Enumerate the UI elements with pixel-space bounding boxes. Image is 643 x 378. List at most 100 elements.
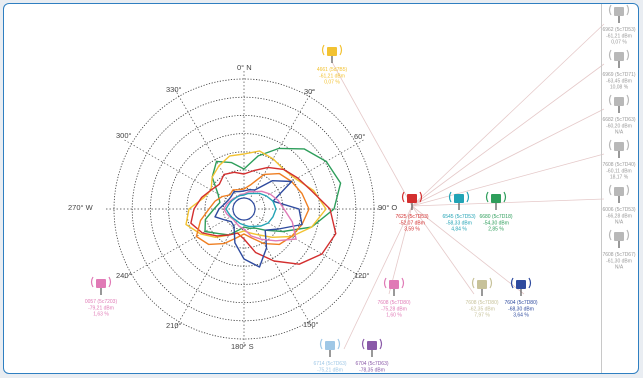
connection-lines xyxy=(331,23,605,350)
label-30: 30° xyxy=(304,87,315,96)
grid-ring xyxy=(131,96,357,322)
antenna-label-line: -75,28 dBm xyxy=(381,306,407,312)
connection-line xyxy=(411,108,605,207)
antenna-label-line: 4661 (5d7B5) xyxy=(317,67,348,73)
antenna-label-line: -58,33 dBm xyxy=(446,220,472,226)
cell-tower-icon xyxy=(608,4,630,23)
label-240: 240° xyxy=(116,271,132,280)
antenna-label-line: -54,30 dBm xyxy=(483,220,509,226)
cell-tower-icon xyxy=(321,44,343,63)
center-origin xyxy=(232,197,256,221)
grid-ring xyxy=(168,133,320,285)
pattern-teal xyxy=(225,192,277,228)
antenna-label-line: 4,84 % xyxy=(451,227,467,233)
pattern-blue xyxy=(214,179,303,268)
side-list-label: 6682 (5c7D63) xyxy=(602,117,635,123)
grid-ring xyxy=(149,115,338,303)
connection-line xyxy=(388,205,413,295)
grid-ring xyxy=(222,187,266,231)
cell-tower-icon xyxy=(608,184,630,203)
side-list-label: 7608 (5c7D40) xyxy=(602,162,635,168)
antenna-label-line: -75,21 dBm xyxy=(317,367,343,373)
connection-line xyxy=(411,63,605,207)
compass-labels: 0° N 30° 60° 90° O 120° 150° 180° S 210°… xyxy=(68,63,397,351)
antenna-label-line: 3,64 % xyxy=(513,313,529,319)
connection-line xyxy=(411,153,605,207)
antenna-label-line: 6545 (5c7D53) xyxy=(442,214,475,220)
antenna-label-line: 7608 (5c7D80) xyxy=(465,300,498,306)
antenna-label-line: -52,07 dBm xyxy=(399,220,425,226)
side-list-label: -60,11 dBm xyxy=(606,168,631,174)
antenna-label-line: 7608 (5c7D80) xyxy=(377,300,410,306)
cell-tower-icon xyxy=(608,49,630,68)
polar-antenna-diagram: 0° N 30° 60° 90° O 120° 150° 180° S 210°… xyxy=(68,4,636,373)
polar-grid xyxy=(106,71,382,347)
antenna-label-line: 6714 (5c7D63) xyxy=(313,361,346,367)
side-list-label: -61,21 dBm xyxy=(606,33,632,39)
antenna-label-line: -61,21 dBm xyxy=(319,73,345,79)
connection-line xyxy=(411,205,475,295)
label-330: 330° xyxy=(166,85,182,94)
connection-line xyxy=(411,205,525,295)
label-180-s: 180° S xyxy=(231,342,254,351)
cell-tower-icon xyxy=(319,338,341,357)
antenna-label-line: 6680 (5c7D18) xyxy=(479,214,512,220)
antenna-label-line: 0,07 % xyxy=(324,80,340,86)
label-0-n: 0° N xyxy=(237,63,252,72)
cell-tower-icon xyxy=(608,94,630,113)
side-list-label: -60,20 dBm xyxy=(606,123,632,129)
cell-tower-icon xyxy=(608,139,630,158)
connection-line xyxy=(343,205,413,350)
side-list-label: 6969 (5c7D71) xyxy=(602,72,635,78)
side-list-label: 6006 (5c7D53) xyxy=(602,207,635,213)
panel-divider xyxy=(601,4,602,373)
pattern-green xyxy=(204,147,342,236)
side-list-label: 7608 (5c7D67) xyxy=(602,252,635,258)
side-list-label: N/A xyxy=(615,220,624,226)
antenna-label-line: 3,59 % xyxy=(404,227,420,233)
side-list-label: -66,28 dBm xyxy=(606,213,632,219)
cell-tower-icon xyxy=(448,191,470,210)
cell-tower-icon xyxy=(471,277,493,296)
antenna-label-line: 0057 (5c7203) xyxy=(85,299,118,305)
label-300: 300° xyxy=(116,131,132,140)
antenna-label-line: 1,60 % xyxy=(386,313,402,319)
cell-tower-icon xyxy=(485,191,507,210)
antenna-label-line: 7625 (5c7D53) xyxy=(395,214,428,220)
connection-line xyxy=(411,23,605,207)
pattern-yellow xyxy=(185,150,327,239)
antenna-label-line: 6704 (5c7D63) xyxy=(355,361,388,367)
antenna-label-line: 2,85 % xyxy=(488,227,504,233)
label-210: 210° xyxy=(166,321,182,330)
side-list-label: N/A xyxy=(615,130,624,136)
cell-tower-icon xyxy=(401,191,423,210)
label-90-o: 90° O xyxy=(378,203,397,212)
cell-tower-icon xyxy=(608,229,630,248)
radio-coverage-panel: 0° N 30° 60° 90° O 120° 150° 180° S 210°… xyxy=(3,3,639,374)
antenna-label-line: -68,30 dBm xyxy=(508,306,534,312)
side-list-label: -61,30 dBm xyxy=(606,258,632,264)
side-list-label: 6962 (5c7D53) xyxy=(602,27,635,33)
cell-tower-icon xyxy=(383,277,405,296)
connection-line xyxy=(331,61,413,207)
label-270-w: 270° W xyxy=(68,203,94,212)
cell-tower-icon xyxy=(510,277,532,296)
